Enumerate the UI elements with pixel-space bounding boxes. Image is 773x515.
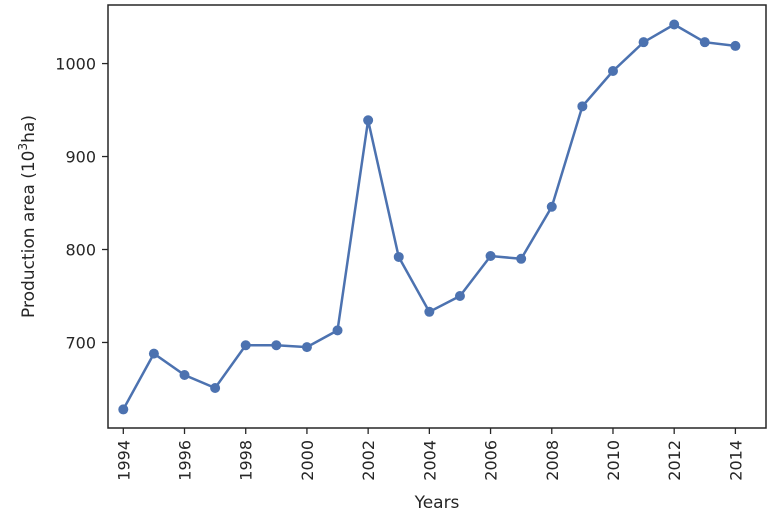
data-point-1998 <box>240 340 251 351</box>
y-axis-ticks: 700 800 900 1000 <box>55 55 108 352</box>
x-tick-label: 2002 <box>359 440 378 481</box>
data-point-2009 <box>577 101 588 112</box>
data-point-1995 <box>148 348 159 359</box>
x-tick-label: 2014 <box>726 440 745 481</box>
data-point-2014 <box>730 40 741 51</box>
y-axis-label-superscript: 3 <box>16 143 30 151</box>
y-tick-label: 700 <box>65 333 96 352</box>
data-point-2012 <box>669 19 680 30</box>
y-tick-label: 900 <box>65 148 96 167</box>
data-point-2005 <box>454 290 465 301</box>
x-tick-label: 2006 <box>482 440 501 481</box>
data-point-2011 <box>638 37 649 48</box>
series-points <box>118 19 741 415</box>
data-point-2002 <box>363 115 374 126</box>
data-point-1997 <box>210 383 221 394</box>
x-tick-label: 1994 <box>114 440 133 481</box>
data-point-1994 <box>118 404 129 415</box>
data-point-1996 <box>179 370 190 381</box>
data-point-2001 <box>332 325 343 336</box>
x-tick-label: 1998 <box>237 440 256 481</box>
y-axis-label-suffix: ha) <box>19 115 39 143</box>
plot-area-frame <box>107 4 767 429</box>
data-point-2007 <box>516 253 527 264</box>
data-point-2008 <box>546 201 557 212</box>
x-axis-label: Years <box>414 493 460 513</box>
data-point-1999 <box>271 340 282 351</box>
data-point-2003 <box>393 251 404 262</box>
y-axis-label-main: Production area (10 <box>19 151 39 318</box>
data-point-2006 <box>485 251 496 262</box>
y-axis-label: Production area (103ha) <box>16 115 39 318</box>
series-line <box>122 23 736 411</box>
x-axis-ticks: 1994 1996 1998 2000 2002 2004 2006 2008 2010 2012… <box>114 428 745 481</box>
x-tick-label: 2004 <box>420 440 439 481</box>
data-point-2013 <box>699 37 710 48</box>
x-tick-label: 1996 <box>176 440 195 481</box>
x-tick-label: 2010 <box>604 440 623 481</box>
data-point-2000 <box>301 342 312 353</box>
y-tick-label: 800 <box>65 241 96 260</box>
x-tick-label: 2008 <box>543 440 562 481</box>
data-point-2010 <box>607 66 618 77</box>
x-tick-label: 2012 <box>665 440 684 481</box>
data-point-2004 <box>424 306 435 317</box>
x-tick-label: 2000 <box>298 440 317 481</box>
y-tick-label: 1000 <box>55 55 96 74</box>
